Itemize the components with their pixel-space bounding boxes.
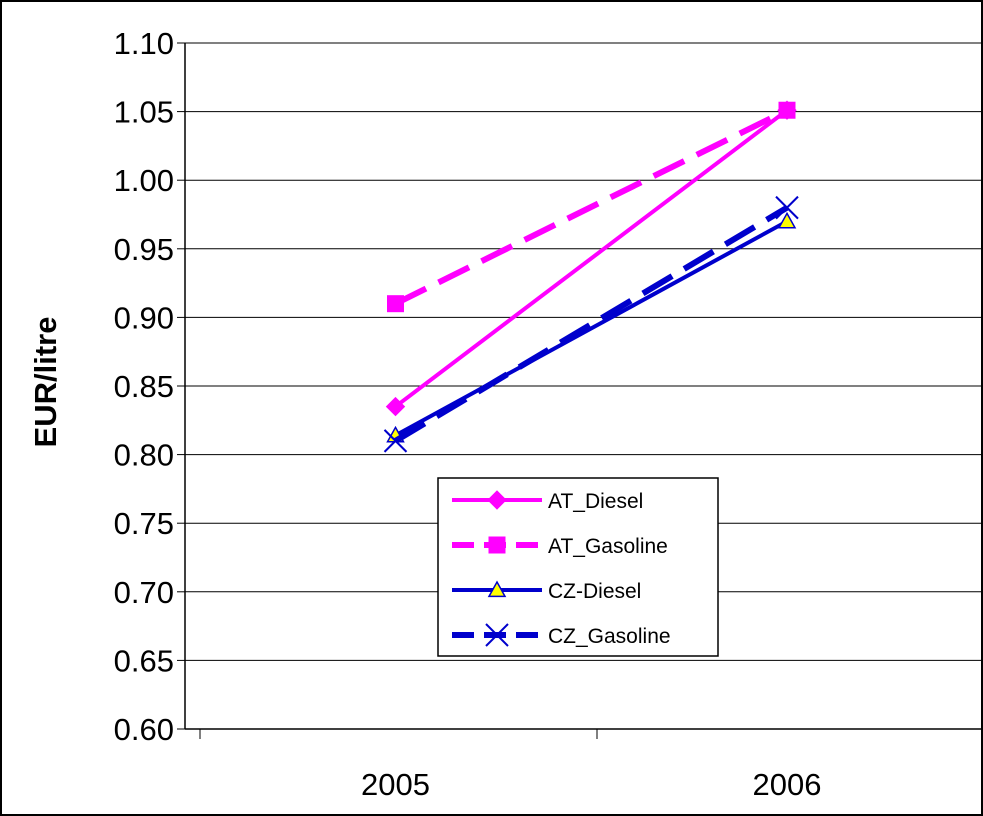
y-tick-label: 0.60: [114, 712, 174, 747]
axes: 0.60 0.65 0.70 0.75 0.80 0.85 0.90 0.95 1.00 1.05…: [28, 26, 983, 802]
legend-box: [437, 477, 719, 657]
point-marker-diamond: [385, 396, 406, 417]
series-line: [394, 108, 789, 409]
y-tick-label: 0.70: [114, 575, 174, 610]
x-tick-label: 2006: [753, 767, 822, 802]
legend: AT_Diesel AT_Gasoline CZ-Diesel CZ_Gasoline: [437, 477, 719, 657]
y-tick-label: 0.80: [114, 438, 174, 473]
point-marker-x: [383, 429, 408, 453]
label-clip-mask: [46, 301, 48, 304]
point-marker-square: [488, 536, 506, 554]
point-marker-triangle: [777, 211, 797, 229]
legend-label: CZ_Gasoline: [548, 625, 671, 648]
gridlines: [185, 42, 983, 661]
y-tick-label: 1.05: [114, 95, 174, 130]
legend-label: CZ-Diesel: [548, 580, 641, 603]
y-tick-label: 0.90: [114, 300, 174, 335]
x-stroke: [485, 623, 509, 647]
point-marker-x: [775, 195, 799, 220]
y-tick-label: 1.00: [114, 163, 174, 198]
legend-entry: AT_Diesel: [452, 490, 643, 513]
y-axis-title: EUR/litre: [28, 317, 63, 448]
series-cz-gasoline: [383, 195, 799, 453]
legend-entry: CZ-Diesel: [452, 580, 641, 603]
legend-label: AT_Diesel: [548, 490, 643, 513]
y-tick-label: 1.10: [114, 26, 174, 61]
series-line: [393, 205, 789, 444]
legend-entry: AT_Gasoline: [452, 535, 668, 558]
point-marker-triangle: [487, 580, 507, 598]
series-line: [394, 107, 789, 307]
series-at-gasoline: [387, 101, 796, 313]
series-at-diesel: [385, 100, 797, 417]
x-stroke: [775, 195, 799, 220]
point-marker-square: [778, 101, 796, 119]
point-marker-diamond: [487, 490, 507, 510]
y-tick-label: 0.65: [114, 643, 174, 678]
legend-entry: CZ_Gasoline: [452, 623, 671, 648]
x-tick-label: 2005: [361, 767, 430, 802]
y-tick-label: 0.75: [114, 506, 174, 541]
y-tick-label: 0.95: [114, 232, 174, 267]
x-stroke: [383, 429, 408, 453]
series-layer: [383, 100, 799, 453]
y-tick-label: 0.85: [114, 369, 174, 404]
point-marker-square: [387, 295, 404, 313]
legend-label: AT_Gasoline: [548, 535, 668, 558]
point-marker-x: [485, 623, 509, 647]
